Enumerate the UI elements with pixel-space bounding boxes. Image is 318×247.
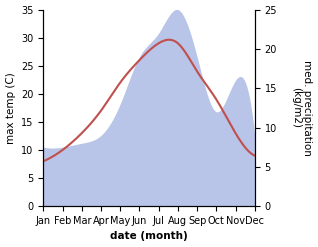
X-axis label: date (month): date (month) [110,231,188,242]
Y-axis label: med. precipitation
(kg/m2): med. precipitation (kg/m2) [291,60,313,156]
Y-axis label: max temp (C): max temp (C) [5,72,16,144]
